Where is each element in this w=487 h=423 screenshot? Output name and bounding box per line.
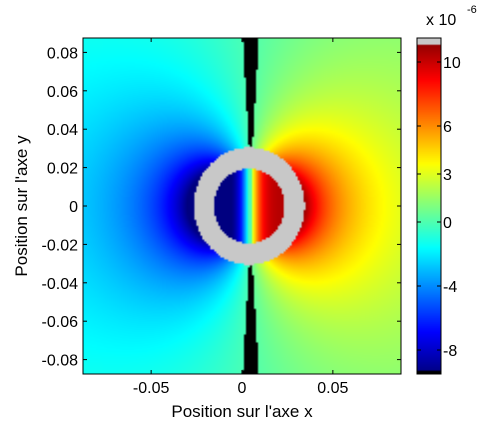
y-tick-label: -0.02 [42,237,79,254]
colorbar-multiplier: x 10 [426,12,456,29]
colorbar-gradient [417,38,441,374]
y-tick-label: -0.08 [42,353,79,370]
y-tick-label: 0.06 [47,84,78,101]
x-tick-label: 0.05 [317,380,348,397]
colorbar: 10 6 3 0 -4 -8 x 10 -6 [416,4,477,375]
colorbar-tick-label: 6 [443,119,452,136]
colorbar-ticks: 10 6 3 0 -4 -8 [417,55,461,360]
y-axis-ticks: 0.08 0.06 0.04 0.02 0 -0.02 -0.04 -0.06 -0.08 [42,45,401,370]
colorbar-tick-label: -4 [443,279,457,296]
colorbar-frame [416,37,442,375]
colorbar-multiplier-base: x 10 [426,12,456,29]
colorbar-tick-label: -8 [443,343,457,360]
x-tick-label: 0 [238,380,247,397]
colorbar-tick-label: 3 [443,167,452,184]
y-tick-label: -0.04 [42,276,79,293]
y-axis-label: Position sur l'axe y [12,135,31,277]
x-tick-label: -0.05 [133,380,170,397]
y-tick-label: -0.06 [42,314,79,331]
heatmap-image [83,38,401,374]
y-tick-label: 0.02 [47,161,78,178]
x-axis-ticks: -0.05 0 0.05 [133,38,349,397]
x-axis-label: Position sur l'axe x [171,402,313,421]
colorbar-tick-label: 0 [443,215,452,232]
y-tick-label: 0.04 [47,122,78,139]
y-tick-label: 0 [69,199,78,216]
colorbar-tick-label: 10 [443,55,461,72]
y-tick-label: 0.08 [47,45,78,62]
colorbar-multiplier-exponent: -6 [467,4,477,16]
heatmap-plot [83,38,401,374]
